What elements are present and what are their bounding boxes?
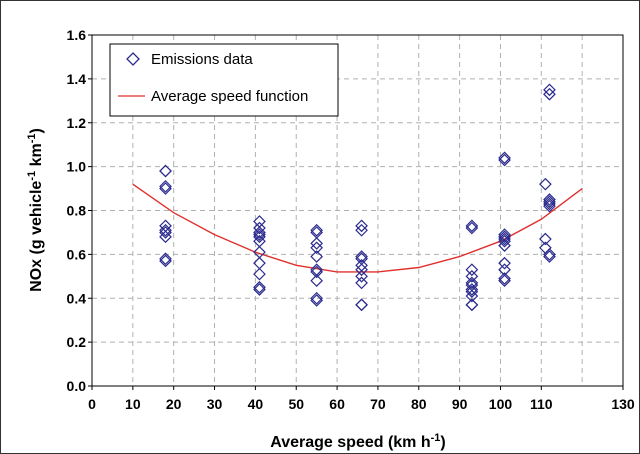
y-tick-label: 0.8 — [67, 203, 87, 219]
emissions-data-point — [159, 182, 172, 195]
emissions-data-point — [498, 153, 511, 167]
emissions-data-point — [465, 285, 479, 299]
x-tick-label: 50 — [288, 396, 304, 412]
emissions-data-point — [539, 177, 552, 191]
emissions-data-point — [253, 280, 266, 294]
emissions-data-point — [159, 164, 172, 178]
emissions-data-point — [465, 283, 479, 296]
emissions-data-point — [253, 221, 266, 235]
x-tick-label: 130 — [611, 396, 635, 412]
emissions-data-point — [465, 298, 479, 312]
y-axis-title: NOx (g vehicle-1 km-1) — [26, 128, 45, 292]
emissions-data-point — [159, 252, 172, 266]
grid-lines — [92, 35, 623, 386]
emissions-data-point — [543, 195, 556, 209]
emissions-data-point — [310, 291, 324, 305]
x-tick-label: 100 — [489, 396, 513, 412]
emissions-data-point — [253, 228, 266, 241]
legend: Emissions data Average speed function — [109, 43, 339, 117]
emissions-data-point — [465, 263, 479, 277]
x-tick-label: 30 — [207, 396, 223, 412]
emissions-data-point — [253, 230, 266, 244]
x-tick-label: 80 — [411, 396, 427, 412]
emissions-data-point — [465, 221, 479, 235]
emissions-data-point — [253, 267, 266, 281]
emissions-data-point — [355, 269, 368, 283]
y-tick-label: 0.4 — [67, 290, 87, 306]
x-tick-label: 90 — [452, 396, 468, 412]
x-tick-label: 110 — [530, 396, 553, 412]
emissions-data-point — [253, 283, 266, 296]
y-tick-labels: 0.0 0.2 0.4 0.6 0.8 1.0 1.2 1.4 1.6 — [67, 27, 92, 394]
emissions-data-point — [543, 199, 556, 213]
emissions-data-point — [310, 274, 324, 288]
x-tick-label: 20 — [166, 396, 182, 412]
emissions-data-point — [159, 223, 172, 237]
y-tick-label: 1.6 — [67, 27, 87, 43]
emissions-data-point — [253, 226, 266, 239]
emissions-data-point — [498, 232, 511, 246]
emissions-data-series — [159, 83, 556, 312]
emissions-data-point — [498, 230, 511, 244]
x-tick-label: 70 — [370, 396, 386, 412]
y-tick-label: 1.2 — [67, 115, 87, 131]
emissions-data-point — [355, 223, 368, 237]
emissions-data-point — [159, 180, 172, 193]
emissions-data-point — [498, 272, 511, 285]
emissions-data-point — [539, 232, 552, 246]
legend-label-function: Average speed function — [151, 88, 308, 105]
emissions-data-point — [498, 234, 511, 248]
x-tick-label: 0 — [88, 396, 96, 412]
legend-label-emissions: Emissions data — [151, 51, 253, 68]
legend-diamond-marker — [126, 52, 140, 66]
emissions-data-point — [310, 265, 324, 279]
emissions-data-point — [498, 274, 511, 288]
x-tick-label: 60 — [329, 396, 345, 412]
emissions-data-point — [310, 241, 324, 255]
x-tick-label: 10 — [125, 396, 141, 412]
y-tick-label: 1.0 — [67, 159, 87, 175]
emissions-data-point — [543, 248, 556, 261]
x-axis-title: Average speed (km h-1) — [270, 432, 445, 451]
y-tick-label: 0.6 — [67, 246, 87, 262]
y-tick-label: 1.4 — [67, 71, 87, 87]
emissions-data-point — [159, 226, 172, 239]
y-tick-label: 0.0 — [67, 378, 87, 394]
emissions-data-point — [465, 276, 479, 290]
y-tick-label: 0.2 — [67, 334, 87, 350]
emissions-data-point — [543, 87, 556, 101]
emissions-data-point — [355, 276, 368, 290]
emissions-data-point — [355, 219, 368, 233]
emissions-data-point — [543, 250, 556, 263]
emissions-data-point — [465, 289, 479, 303]
emissions-data-point — [465, 219, 479, 233]
emissions-data-point — [355, 250, 368, 263]
emissions-data-point — [498, 239, 511, 252]
legend-box — [109, 43, 339, 117]
emissions-data-point — [498, 151, 511, 165]
emissions-data-point — [543, 193, 556, 206]
emissions-data-point — [159, 254, 172, 268]
x-tick-labels: 0 10 20 30 40 50 60 70 80 90 100 110 130 — [88, 386, 635, 412]
emissions-data-point — [159, 230, 172, 244]
emissions-data-point — [543, 83, 556, 97]
emissions-data-point — [310, 223, 324, 237]
emissions-data-point — [310, 294, 324, 307]
emissions-data-point — [310, 250, 324, 263]
emissions-data-point — [543, 197, 556, 211]
emissions-data-point — [355, 298, 368, 312]
emissions-data-point — [310, 237, 324, 250]
emissions-data-point — [465, 269, 479, 283]
emissions-data-point — [355, 263, 368, 277]
x-tick-label: 40 — [248, 396, 264, 412]
emissions-data-point — [498, 256, 511, 270]
